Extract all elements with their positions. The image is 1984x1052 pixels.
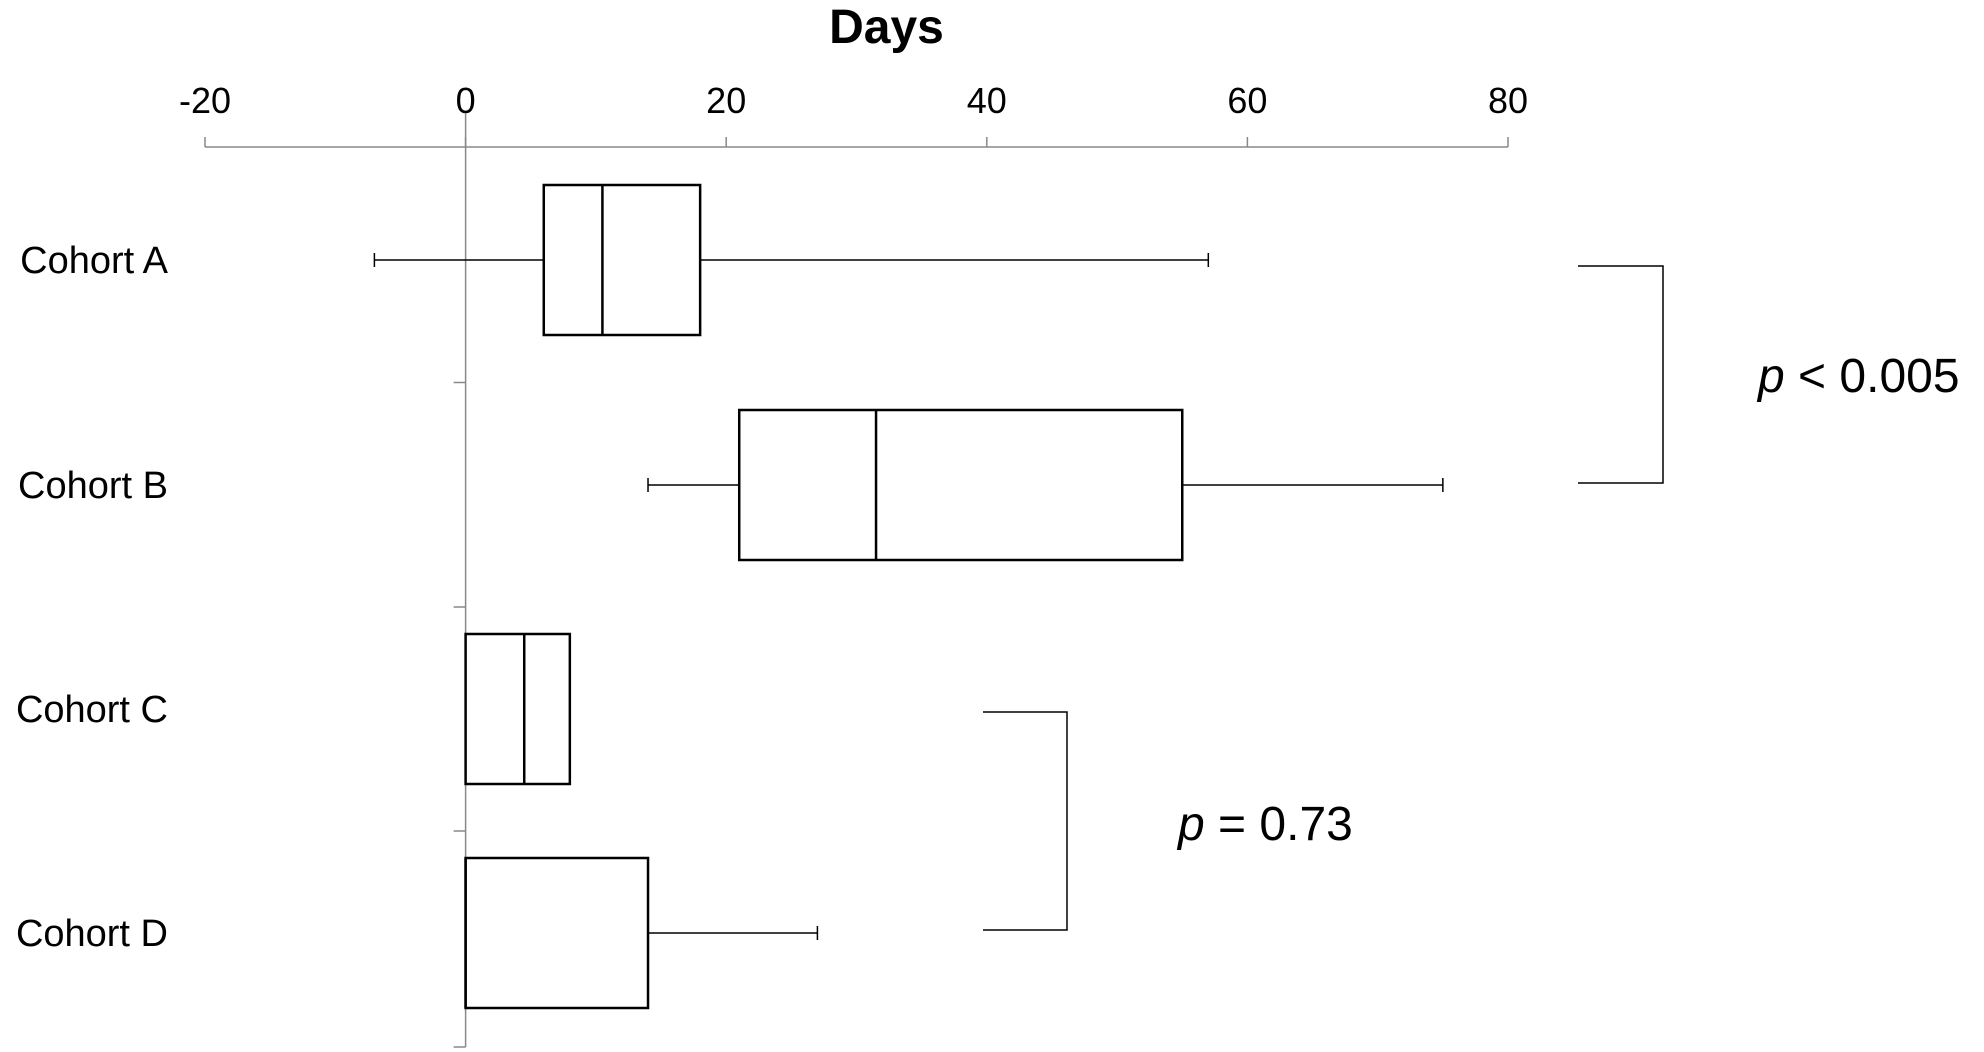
p-symbol: p [1176, 798, 1205, 851]
category-label: Cohort C [16, 689, 168, 731]
bracket-line [1578, 265, 1664, 484]
p-value-text: = 0.73 [1205, 798, 1353, 851]
category-label: Cohort B [18, 465, 168, 507]
x-axis-title: Days [829, 1, 944, 54]
category-label: Cohort A [20, 240, 169, 282]
box-cohort-b [647, 408, 1444, 562]
iqr-box [464, 632, 572, 786]
iqr-box [737, 408, 1184, 562]
iqr-box [542, 183, 702, 337]
significance-bracket: p = 0.73 [983, 711, 1353, 931]
x-tick-label: 80 [1488, 80, 1528, 121]
x-tick-label: 40 [967, 80, 1007, 121]
x-tick-label: 0 [456, 80, 476, 121]
bracket-line [983, 711, 1068, 931]
p-value-text: < 0.005 [1785, 350, 1960, 403]
p-value-label: p = 0.73 [1176, 798, 1353, 851]
box-cohort-d [464, 856, 819, 1010]
box-cohort-a [373, 183, 1210, 337]
x-tick-label: -20 [179, 80, 231, 121]
category-label: Cohort D [16, 913, 168, 955]
x-tick-label: 20 [706, 80, 746, 121]
box-plots [373, 183, 1444, 1010]
category-labels: Cohort A Cohort B Cohort C Cohort D [16, 240, 169, 955]
p-symbol: p [1756, 350, 1785, 403]
y-axis [453, 113, 467, 1048]
iqr-box [464, 856, 650, 1010]
x-tick-label: 60 [1227, 80, 1267, 121]
box-cohort-c [464, 632, 572, 786]
p-value-label: p < 0.005 [1756, 350, 1960, 403]
x-axis: -20 0 20 40 60 80 [179, 80, 1528, 148]
significance-bracket: p < 0.005 [1578, 265, 1960, 484]
